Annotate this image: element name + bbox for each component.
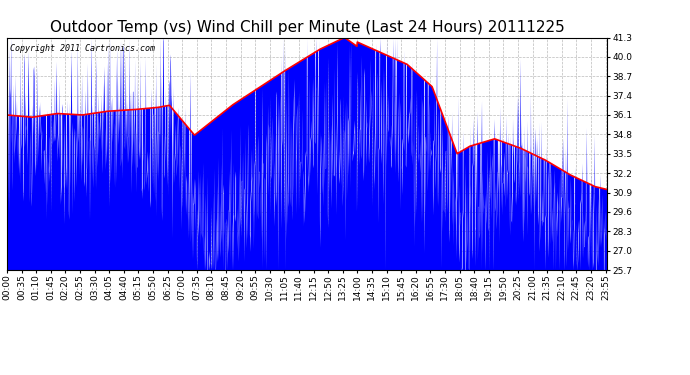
Text: Copyright 2011 Cartronics.com: Copyright 2011 Cartronics.com [10, 45, 155, 54]
Title: Outdoor Temp (vs) Wind Chill per Minute (Last 24 Hours) 20111225: Outdoor Temp (vs) Wind Chill per Minute … [50, 20, 564, 35]
